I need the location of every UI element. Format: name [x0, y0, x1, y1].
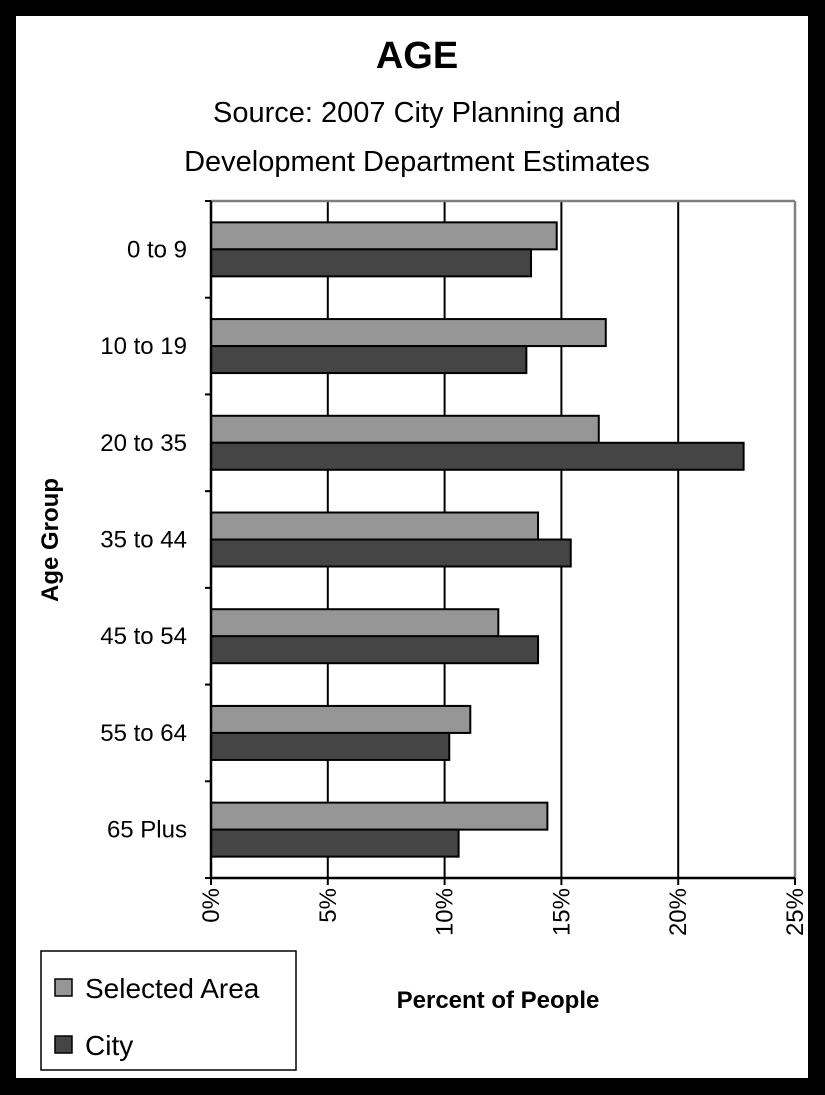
- bar-selected-area-4: [210, 608, 500, 638]
- bar-city-2: [210, 441, 745, 471]
- bar-selected-area-6: [210, 801, 549, 831]
- y-tick-label-0: 0 to 9: [127, 236, 187, 263]
- chart-subtitle-line-1: Source: 2007 City Planning and: [213, 97, 621, 129]
- legend-box: [40, 950, 297, 1071]
- chart-title: AGE: [376, 35, 458, 77]
- y-tick-label-1: 10 to 19: [100, 333, 187, 360]
- bar-selected-area-5: [210, 704, 472, 734]
- x-tick-label-0: 0%: [198, 888, 225, 923]
- bar-city-1: [210, 345, 528, 375]
- legend-label-selected-area: Selected Area: [85, 973, 260, 1004]
- bar-city-3: [210, 538, 572, 568]
- x-tick-label-5: 5%: [315, 888, 342, 923]
- bars: [210, 221, 745, 858]
- chart-subtitle-line-2: Development Department Estimates: [184, 146, 650, 178]
- legend: Selected Area City: [40, 950, 297, 1071]
- y-tick-label-5: 55 to 64: [100, 720, 187, 747]
- x-tick-labels: 0% 5% 10% 15% 20% 25%: [198, 888, 809, 936]
- bar-selected-area-0: [210, 221, 558, 251]
- x-tick-label-25: 25%: [782, 888, 809, 936]
- bar-selected-area-1: [210, 318, 607, 348]
- bar-city-5: [210, 731, 451, 761]
- x-axis-title: Percent of People: [397, 987, 600, 1014]
- y-tick-label-2: 20 to 35: [100, 430, 187, 457]
- y-tick-label-3: 35 to 44: [100, 527, 187, 554]
- bar-city-0: [210, 248, 533, 278]
- bar-selected-area-2: [210, 414, 600, 444]
- axes: [205, 199, 797, 885]
- bar-city-6: [210, 828, 460, 858]
- x-tick-label-10: 10%: [432, 888, 459, 936]
- legend-swatch-city: [54, 1035, 73, 1054]
- x-tick-label-20: 20%: [665, 888, 692, 936]
- bar-selected-area-3: [210, 511, 540, 541]
- y-tick-label-4: 45 to 54: [100, 623, 187, 650]
- y-tick-label-6: 65 Plus: [107, 817, 187, 844]
- legend-swatch-selected-area: [54, 978, 73, 997]
- x-tick-label-15: 15%: [548, 888, 575, 936]
- legend-label-city: City: [85, 1030, 133, 1061]
- bar-city-4: [210, 635, 540, 665]
- y-axis-title: Age Group: [37, 478, 64, 602]
- y-tick-labels: 0 to 9 10 to 19 20 to 35 35 to 44 45 to 54 55…: [100, 236, 187, 843]
